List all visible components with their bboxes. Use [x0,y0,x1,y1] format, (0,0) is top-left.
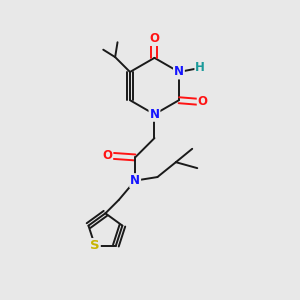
Text: N: N [130,174,140,187]
Text: S: S [90,239,100,252]
Text: N: N [149,108,160,121]
Text: H: H [195,61,205,74]
Text: O: O [102,149,112,162]
Text: O: O [198,95,208,108]
Text: O: O [149,32,160,45]
Text: N: N [174,65,184,79]
